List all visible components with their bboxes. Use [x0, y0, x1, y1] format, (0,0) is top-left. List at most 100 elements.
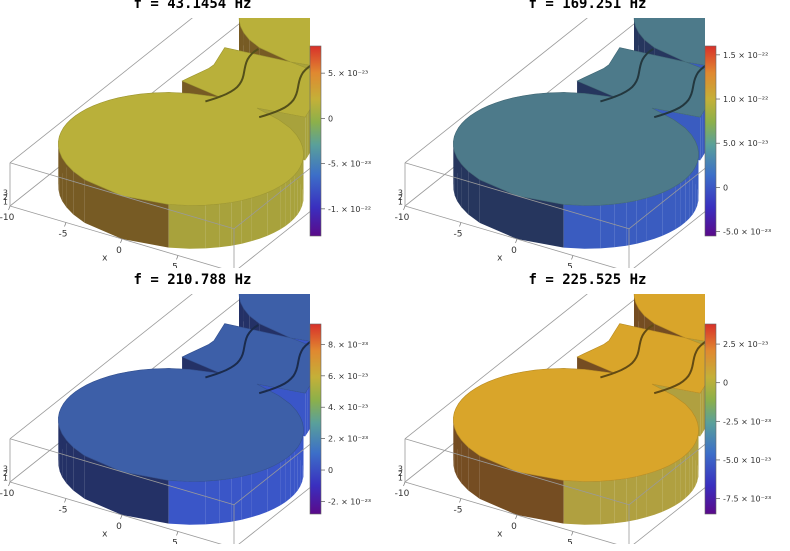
violin-side	[479, 179, 517, 239]
violin-side	[122, 471, 169, 524]
violin-side	[219, 478, 232, 524]
x-tick	[176, 255, 179, 260]
violin-side	[614, 202, 627, 248]
colorbar: 8. × 10⁻²³ 6. × 10⁻²³ 4. × 10⁻²³ 2. × 10⁻²³…	[309, 323, 371, 515]
violin-side	[654, 192, 663, 239]
violin-side	[274, 462, 281, 509]
box-edge	[9, 438, 235, 506]
colorbar-tick-label: 5. × 10⁻²³	[328, 69, 368, 78]
violin-side	[662, 189, 669, 236]
x-tick	[403, 205, 406, 211]
panel-title: f = 169.251 Hz	[528, 0, 647, 12]
violin-side	[457, 433, 462, 484]
violin-side	[669, 186, 676, 233]
violin-side	[685, 175, 690, 223]
violin-side	[461, 164, 469, 215]
violin-side	[189, 205, 206, 249]
violin-side	[259, 192, 268, 239]
violin-side	[280, 182, 286, 230]
panel-title: f = 210.788 Hz	[133, 272, 252, 288]
violin-side	[454, 151, 458, 201]
violin-side	[636, 198, 647, 244]
x-tick-label: -10	[395, 489, 410, 499]
colorbar-tick-label: -5.0 × 10⁻²³	[723, 228, 771, 237]
panel-1: f = 43.1454 Hz -10-50510x102030y123z 5. …	[0, 0, 395, 275]
violin-side	[453, 146, 455, 196]
colorbar-tick-label: 2. × 10⁻²³	[328, 435, 368, 444]
f-hole	[653, 340, 705, 395]
violin-side	[600, 204, 615, 249]
violin-side	[231, 476, 242, 522]
x-tick	[8, 481, 11, 487]
f-hole	[205, 324, 259, 379]
colorbar-tick-label: 8. × 10⁻²³	[328, 340, 368, 349]
x-tick-label: -5	[454, 230, 463, 240]
colorbar: 5. × 10⁻²³ 0 -5. × 10⁻²³ -1. × 10⁻²²	[309, 45, 371, 237]
violin-side	[62, 433, 67, 484]
f-hole	[600, 48, 654, 103]
violin-side	[285, 179, 291, 226]
box-edge	[238, 487, 310, 544]
box-edge	[633, 211, 705, 268]
violin-side	[205, 480, 220, 525]
panel-3: f = 210.788 Hz -10-50510x102030y123z 8. …	[0, 272, 395, 551]
colorbar-gradient	[704, 323, 717, 515]
violin-plot-3d: -10-50510x102030y123z	[0, 294, 310, 544]
violin-side	[168, 480, 190, 525]
colorbar-tick-label: -5.0 × 10⁻²³	[723, 456, 771, 465]
x-tick-label: -10	[395, 213, 410, 223]
violin-side	[468, 447, 480, 499]
violin-side	[702, 385, 705, 433]
violin-side	[468, 171, 480, 223]
violin-side	[584, 205, 601, 249]
violin-side	[669, 462, 676, 509]
colorbar-tick-label: 0	[328, 114, 333, 123]
violin-plot-3d: -10-50510x102030y123z	[395, 294, 705, 544]
box-edge	[9, 18, 193, 164]
colorbar-tick-label: 5.0 × 10⁻²³	[723, 139, 768, 148]
z-tick-label: 3	[3, 189, 8, 198]
z-tick-label: 1	[3, 474, 8, 483]
violin-side	[274, 186, 281, 233]
violin-side	[285, 455, 291, 502]
violin-side	[563, 204, 585, 249]
violin-side	[584, 481, 601, 525]
box-edge	[404, 294, 588, 440]
z-tick-label: 1	[3, 198, 8, 207]
x-tick	[515, 514, 518, 520]
violin-side	[241, 474, 252, 520]
violin-side	[680, 179, 686, 226]
x-tick-label: 5	[567, 539, 573, 545]
x-tick-label: 5	[172, 539, 178, 545]
violin-side	[305, 388, 308, 437]
z-tick-label: 1	[398, 474, 403, 483]
violin-side	[62, 157, 67, 208]
colorbar-gradient	[704, 45, 717, 237]
colorbar-tick-label: 0	[328, 466, 333, 475]
violin-top-surface	[58, 294, 310, 482]
violin-side	[614, 478, 627, 524]
z-tick-label: 3	[398, 465, 403, 474]
violin-side	[84, 179, 122, 239]
f-hole	[258, 64, 310, 119]
x-tick	[64, 222, 67, 227]
box-edge	[628, 443, 705, 506]
colorbar: 1.5 × 10⁻²² 1.0 × 10⁻²² 5.0 × 10⁻²³ 0 -5.0 ×…	[704, 45, 771, 237]
x-axis-label: x	[102, 530, 108, 540]
box-edge	[238, 211, 310, 268]
violin-side	[84, 455, 122, 515]
box-edge	[9, 162, 235, 230]
x-tick-label: 0	[116, 522, 122, 532]
violin-side	[517, 471, 564, 524]
violin-side	[189, 481, 206, 525]
violin-side	[59, 427, 63, 477]
violin-side	[700, 112, 703, 161]
z-tick-label: 2	[398, 193, 403, 202]
violin-side	[59, 151, 63, 201]
x-tick	[64, 498, 67, 503]
violin-side	[689, 447, 693, 495]
panel-title: f = 225.525 Hz	[528, 272, 647, 288]
colorbar-tick-label: -2.5 × 10⁻²³	[723, 417, 771, 426]
x-axis-label: x	[497, 254, 503, 264]
violin-side	[259, 468, 268, 515]
